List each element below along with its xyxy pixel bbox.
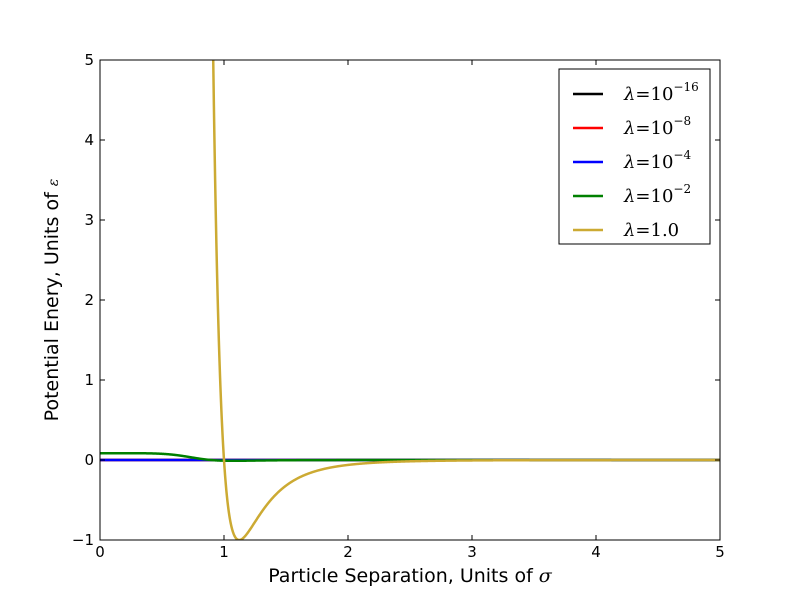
- legend-lambda: λ: [623, 220, 635, 241]
- y-axis-title-symbol: ε: [46, 179, 62, 187]
- legend-lambda: λ: [623, 152, 635, 173]
- legend-value: =1.0: [635, 220, 679, 241]
- legend-label: λ=10−16: [623, 80, 699, 105]
- x-tick-label: 1: [219, 543, 229, 561]
- x-tick-label: 5: [715, 543, 725, 561]
- x-tick-label: 0: [95, 543, 105, 561]
- legend-value: =10: [635, 152, 673, 173]
- legend-label: λ=10−8: [623, 114, 691, 139]
- legend-lambda: λ: [623, 186, 635, 207]
- series-layer: [100, 60, 720, 540]
- y-tick-label: 2: [84, 291, 94, 309]
- x-tick-label: 3: [467, 543, 477, 561]
- x-axis-title-symbol: σ: [539, 565, 553, 587]
- legend-exponent: −2: [673, 182, 691, 196]
- y-tick-label: 4: [84, 131, 94, 149]
- x-axis-title-text: Particle Separation, Units of: [268, 565, 539, 587]
- y-tick-label: −1: [72, 531, 94, 549]
- legend-label: λ=1.0: [623, 220, 679, 241]
- y-tick-label: 5: [84, 51, 94, 69]
- y-tick-label: 1: [84, 371, 94, 389]
- series-line-4: [211, 60, 720, 540]
- legend-value: =10: [635, 84, 673, 105]
- y-axis-title-text: Potential Enery, Units of: [41, 186, 63, 421]
- x-axis-title: Particle Separation, Units of σ: [268, 565, 553, 587]
- y-tick-label: 3: [84, 211, 94, 229]
- legend-exponent: −4: [673, 148, 691, 162]
- legend-label: λ=10−4: [623, 148, 691, 173]
- legend-value: =10: [635, 186, 673, 207]
- x-tick-label: 4: [591, 543, 601, 561]
- legend-frame: [558, 68, 711, 245]
- legend-exponent: −8: [673, 114, 691, 128]
- legend-value: =10: [635, 118, 673, 139]
- legend-exponent: −16: [673, 80, 698, 94]
- legend-label: λ=10−2: [623, 182, 691, 207]
- x-tick-label: 2: [343, 543, 353, 561]
- legend: λ=10−16λ=10−8λ=10−4λ=10−2λ=1.0: [558, 68, 711, 245]
- legend-lambda: λ: [623, 84, 635, 105]
- y-axis-title: Potential Enery, Units of ε: [41, 179, 63, 422]
- legend-lambda: λ: [623, 118, 635, 139]
- y-tick-label: 0: [84, 451, 94, 469]
